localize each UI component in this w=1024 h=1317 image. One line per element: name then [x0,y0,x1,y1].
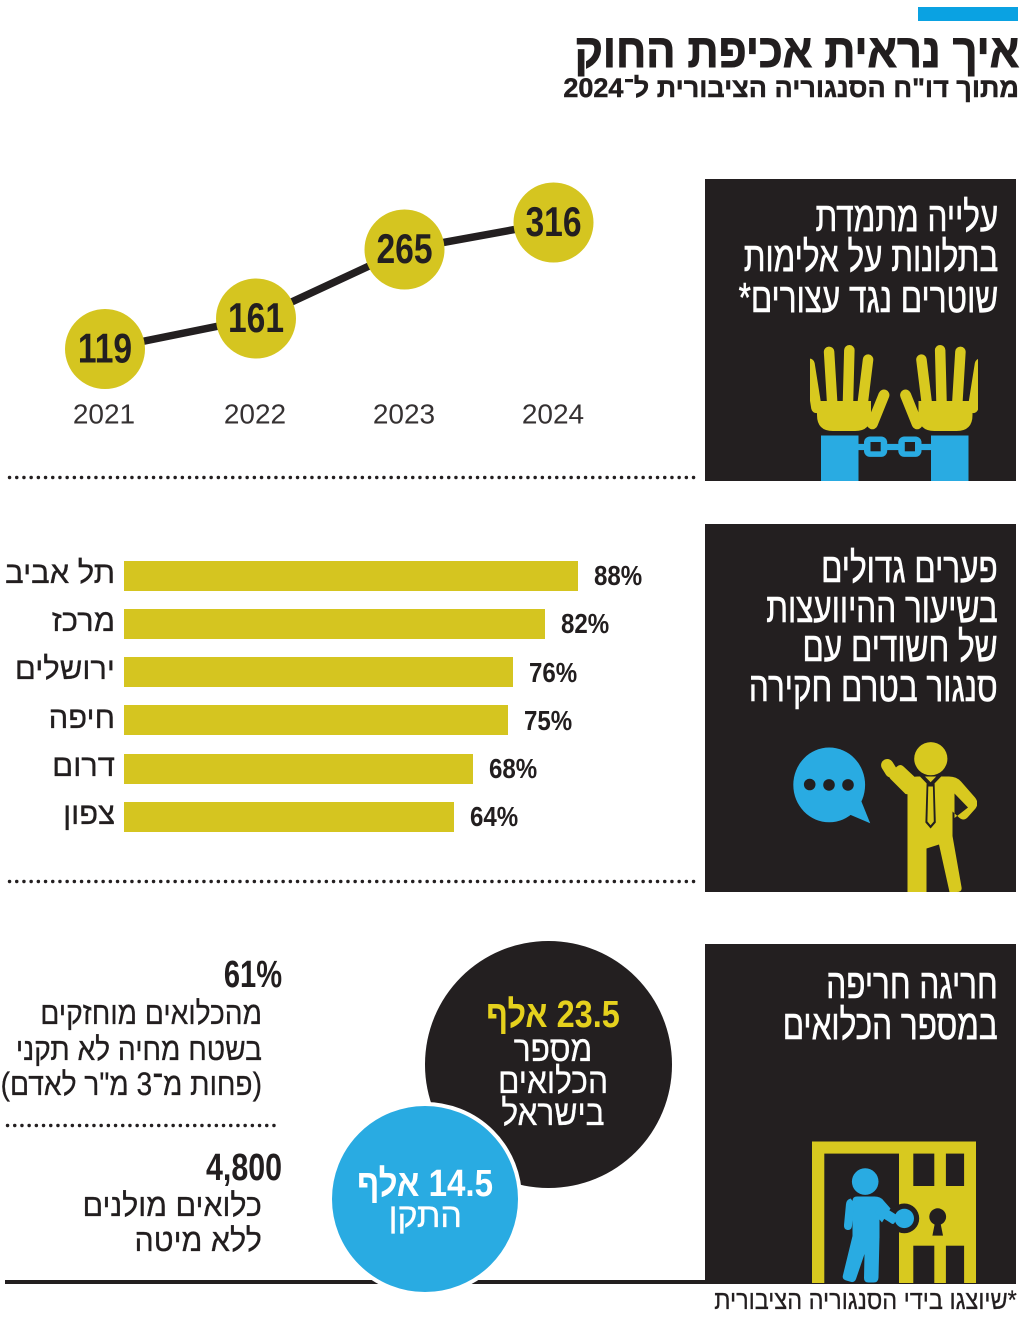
svg-text:2021: 2021 [73,399,135,430]
svg-text:316: 316 [525,200,581,246]
svg-text:119: 119 [78,326,132,372]
svg-text:2022: 2022 [224,399,286,430]
svg-text:265: 265 [376,227,432,273]
svg-text:2024: 2024 [522,399,584,430]
svg-text:2023: 2023 [373,399,435,430]
svg-text:161: 161 [228,296,284,342]
